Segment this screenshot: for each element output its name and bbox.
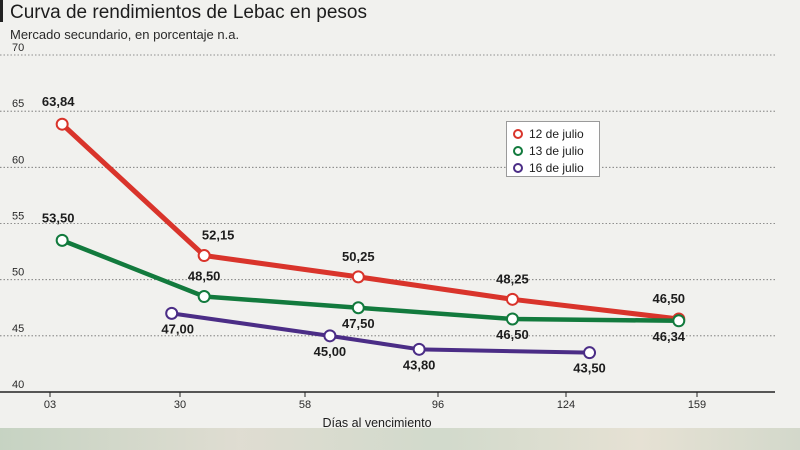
- data-label: 43,80: [403, 357, 436, 372]
- data-point-marker: [323, 329, 337, 343]
- x-tick-label: 30: [174, 399, 186, 411]
- data-label: 63,84: [42, 94, 75, 109]
- y-axis-ticks: 40 45 50 55 60 65 70: [12, 42, 24, 391]
- data-label: 46,50: [653, 291, 686, 306]
- data-label: 47,00: [161, 321, 194, 336]
- y-tick-label: 65: [12, 98, 24, 110]
- y-tick-label: 50: [12, 267, 24, 279]
- x-tick-label: 58: [299, 399, 311, 411]
- legend-swatch-13-julio: [513, 145, 523, 156]
- data-point-marker: [505, 292, 519, 306]
- y-tick-label: 45: [12, 323, 24, 335]
- data-point-marker: [672, 314, 686, 328]
- x-axis-title: Días al vencimiento: [322, 416, 431, 430]
- legend-item: 12 de julio: [513, 125, 599, 142]
- y-tick-label: 40: [12, 379, 24, 391]
- x-tick-label: 03: [44, 399, 56, 411]
- y-tick-label: 60: [12, 154, 24, 166]
- data-point-marker: [55, 117, 69, 131]
- legend: 12 de julio 13 de julio 16 de julio: [506, 121, 600, 177]
- data-label: 48,25: [496, 271, 529, 286]
- data-label: 50,25: [342, 249, 375, 264]
- data-point-marker: [351, 301, 365, 315]
- legend-item: 13 de julio: [513, 142, 599, 159]
- chart-subtitle: Mercado secundario, en porcentaje n.a.: [10, 27, 240, 42]
- title-accent-bar: [0, 0, 3, 22]
- data-label: 48,50: [188, 269, 221, 284]
- data-point-marker: [412, 342, 426, 356]
- series-markers: [55, 117, 686, 360]
- legend-swatch-16-julio: [513, 162, 523, 173]
- data-label: 45,00: [314, 344, 347, 359]
- x-axis: 03 30 58 96 124 159: [0, 391, 775, 411]
- legend-item: 16 de julio: [513, 159, 599, 176]
- x-tick-label: 96: [432, 399, 444, 411]
- data-point-marker: [197, 249, 211, 263]
- data-point-marker: [165, 306, 179, 320]
- legend-label: 13 de julio: [529, 143, 584, 158]
- bottom-decoration: [0, 428, 800, 450]
- y-tick-label: 55: [12, 211, 24, 223]
- data-label: 52,15: [202, 228, 235, 243]
- data-labels: 63,84 52,15 50,25 48,25 46,50 53,50 48,50 47,50…: [42, 94, 686, 375]
- x-tick-label: 159: [688, 399, 706, 411]
- data-point-marker: [55, 233, 69, 247]
- chart-title: Curva de rendimientos de Lebac en pesos: [10, 2, 368, 23]
- data-label: 43,50: [573, 361, 606, 376]
- data-label: 46,34: [653, 329, 686, 344]
- series-line-16-de-julio: [169, 311, 592, 355]
- y-tick-label: 70: [12, 42, 24, 54]
- data-label: 53,50: [42, 210, 75, 225]
- data-point-marker: [351, 270, 365, 284]
- data-point-marker: [505, 312, 519, 326]
- x-tick-label: 124: [557, 399, 575, 411]
- legend-label: 12 de julio: [529, 126, 584, 141]
- data-label: 47,50: [342, 316, 375, 331]
- legend-swatch-12-julio: [513, 128, 523, 139]
- data-point-marker: [197, 290, 211, 304]
- data-label: 46,50: [496, 327, 529, 342]
- legend-label: 16 de julio: [529, 160, 584, 175]
- data-point-marker: [583, 346, 597, 360]
